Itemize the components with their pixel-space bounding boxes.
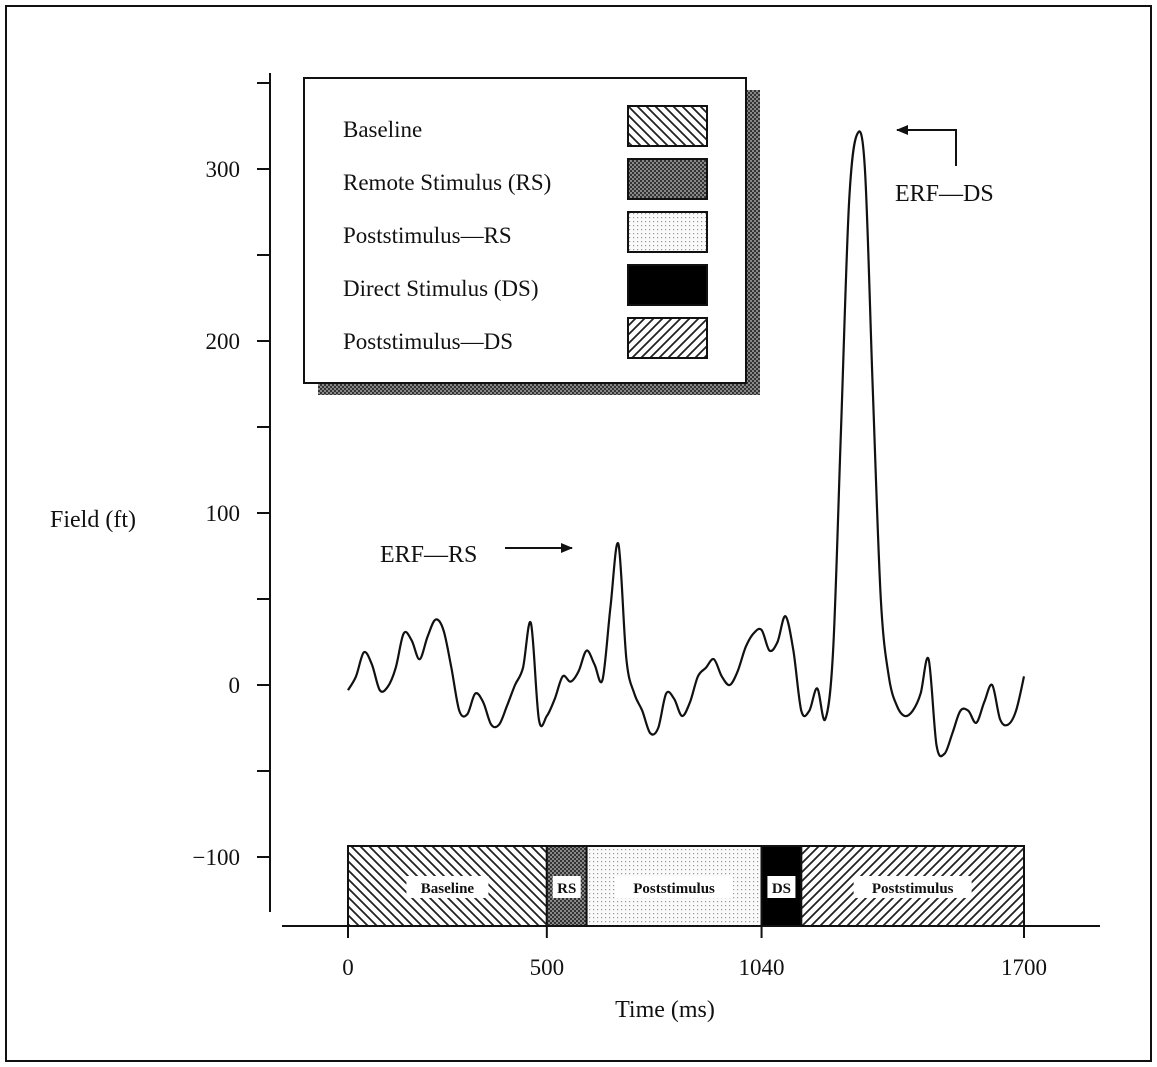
annotations: ERF—RS ERF—DS — [380, 125, 994, 568]
y-tick-label: 0 — [229, 673, 241, 698]
series-line-0 — [347, 130, 1026, 758]
legend-swatch-4 — [627, 317, 708, 359]
y-tick-label: 300 — [206, 157, 241, 182]
band-label-bg — [767, 876, 796, 898]
x-tick-label: 500 — [530, 955, 565, 980]
y-axis-label: Field (ft) — [50, 507, 136, 533]
legend-label-0: Baseline — [343, 117, 422, 142]
x-axis-label: Time (ms) — [615, 997, 715, 1023]
x-tick-label: 1700 — [1001, 955, 1047, 980]
band-label-bg — [406, 876, 489, 898]
legend-label-2: Poststimulus—RS — [343, 223, 512, 248]
legend-label-4: Poststimulus—DS — [343, 329, 513, 354]
legend: Baseline Remote Stimulus (RS) Poststimulus… — [303, 77, 760, 395]
figure-frame — [5, 5, 1152, 1062]
band-label-bg — [853, 876, 972, 898]
legend-label-1: Remote Stimulus (RS) — [343, 170, 551, 195]
legend-swatch-1 — [627, 158, 708, 200]
band-label-bg — [552, 876, 581, 898]
x-tick-label: 1040 — [739, 955, 785, 980]
band-label: Poststimulus — [872, 881, 954, 897]
legend-swatch-0 — [627, 105, 708, 147]
band-label: DS — [772, 881, 791, 897]
y-tick-label: 100 — [206, 501, 241, 526]
band-label: Baseline — [421, 881, 475, 897]
legend-label-3: Direct Stimulus (DS) — [343, 276, 539, 301]
y-tick-label: −100 — [193, 845, 240, 870]
band-label: RS — [557, 881, 576, 897]
axes: −100 0 100 200 300 0 500 1040 1700 — [193, 73, 1100, 980]
legend-swatch-3 — [627, 264, 708, 306]
band-label-bg — [615, 876, 734, 898]
annotation-erf-ds-arrow — [896, 125, 957, 166]
stimulus-bands: Baseline RS Poststimulus DS Poststimulus — [347, 845, 1025, 927]
annotation-erf-ds: ERF—DS — [895, 181, 994, 207]
x-tick-label: 0 — [342, 955, 354, 980]
legend-swatch-2 — [627, 211, 708, 253]
band-label: Poststimulus — [633, 881, 715, 897]
y-tick-label: 200 — [206, 329, 241, 354]
annotation-erf-rs: ERF—RS — [380, 542, 477, 568]
plot-area — [347, 130, 1026, 758]
